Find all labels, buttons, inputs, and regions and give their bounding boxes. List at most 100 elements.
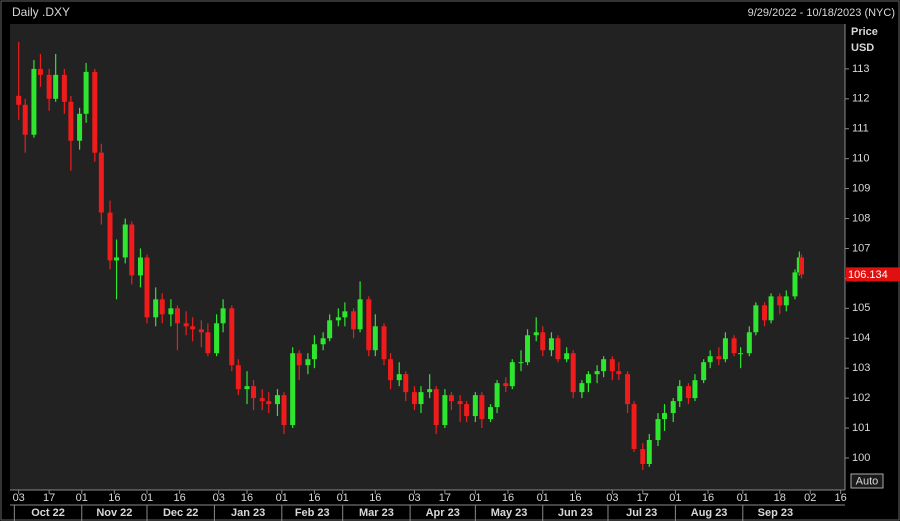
candle-body (281, 395, 287, 426)
x-tick-label: 01 (76, 492, 88, 504)
y-tick-label: 108 (852, 212, 870, 224)
candle-body (464, 404, 470, 417)
y-tick-label: 101 (852, 422, 870, 434)
candle-body (479, 395, 485, 420)
auto-button[interactable] (850, 473, 884, 489)
candle-body (220, 308, 226, 324)
candle-body (768, 296, 774, 321)
candle-body (579, 383, 585, 393)
candle-body (22, 104, 28, 135)
candle-body (655, 419, 661, 441)
last-price-label: 106.134 (848, 269, 888, 281)
candle-body (296, 353, 302, 366)
x-tick-label: 03 (13, 492, 25, 504)
chart-title: Daily .DXY (12, 5, 70, 19)
month-label: Aug 23 (691, 507, 728, 519)
x-tick-label: 01 (737, 492, 749, 504)
candle-body (746, 332, 752, 354)
x-tick-label: 16 (569, 492, 581, 504)
candle-body (625, 374, 631, 405)
candle-body (53, 74, 59, 99)
candle-body (494, 383, 500, 408)
month-label: Sep 23 (758, 507, 793, 519)
candle-body (342, 311, 348, 318)
y-tick-label: 110 (852, 153, 870, 165)
month-label: Apr 23 (426, 507, 460, 519)
candle-body (540, 332, 546, 351)
candle-body (570, 353, 576, 393)
candle-body (381, 326, 387, 360)
candle-body (457, 401, 463, 405)
candle-body (114, 257, 120, 261)
candle-body (738, 353, 744, 355)
candle-body (631, 404, 637, 449)
candle-body (662, 413, 668, 420)
candle-body (396, 374, 402, 381)
x-tick-label: 17 (43, 492, 55, 504)
candle-body (61, 74, 67, 102)
candle-body (799, 257, 805, 275)
y-tick-label: 113 (852, 63, 870, 75)
candle-body (472, 395, 478, 417)
candle-body (320, 338, 326, 345)
auto-button-label[interactable]: Auto (856, 475, 879, 487)
candle-body (518, 362, 524, 364)
x-tick-label: 01 (276, 492, 288, 504)
candle-body (305, 359, 311, 366)
y-tick-label: 109 (852, 183, 870, 195)
candle-body (418, 392, 424, 405)
candle-body (198, 329, 204, 333)
candle-body (357, 299, 363, 330)
candle-body (442, 395, 448, 426)
y-axis-label: Price (851, 26, 878, 38)
x-tick-label: 17 (439, 492, 451, 504)
candle-body (762, 305, 768, 321)
x-tick-label: 16 (702, 492, 714, 504)
x-tick-label: 02 (804, 492, 816, 504)
candle-body (594, 371, 600, 375)
candle-body (68, 101, 74, 141)
candle-body (129, 224, 135, 276)
candle-body (190, 326, 196, 330)
candle-body (707, 356, 713, 363)
month-label: Jan 23 (231, 507, 265, 519)
last-price-box (846, 267, 900, 282)
candle-body (98, 152, 104, 213)
candle-body (159, 299, 165, 315)
candle-body (533, 332, 539, 336)
candle-body (214, 323, 220, 354)
candle-body (555, 338, 561, 360)
candle-body (783, 296, 789, 306)
candle-body (235, 365, 241, 390)
candle-body (174, 308, 180, 324)
y-tick-label: 112 (852, 93, 870, 105)
month-label: Jul 23 (626, 507, 657, 519)
candle-body (107, 212, 113, 261)
y-axis-unit: USD (851, 42, 874, 54)
candle-body (77, 113, 83, 141)
candle-body (92, 71, 98, 153)
x-tick-label: 01 (337, 492, 349, 504)
candle-body (137, 257, 143, 276)
y-tick-label: 102 (852, 392, 870, 404)
candle-body (372, 326, 378, 351)
candle-body (692, 380, 698, 399)
y-tick-label: 100 (852, 452, 870, 464)
candle-body (601, 359, 607, 372)
candle-body (585, 374, 591, 384)
candle-body (685, 386, 691, 399)
x-tick-label: 18 (774, 492, 786, 504)
x-tick-label: 01 (537, 492, 549, 504)
candle-body (731, 338, 737, 354)
candle-body (722, 338, 728, 360)
candle-body (37, 68, 43, 75)
candle-body (677, 386, 683, 402)
candle-body (646, 440, 652, 464)
candle-body (122, 224, 128, 258)
candle-body (183, 323, 189, 327)
candle-body (509, 362, 515, 387)
x-tick-label: 01 (141, 492, 153, 504)
candle-body (448, 395, 454, 402)
